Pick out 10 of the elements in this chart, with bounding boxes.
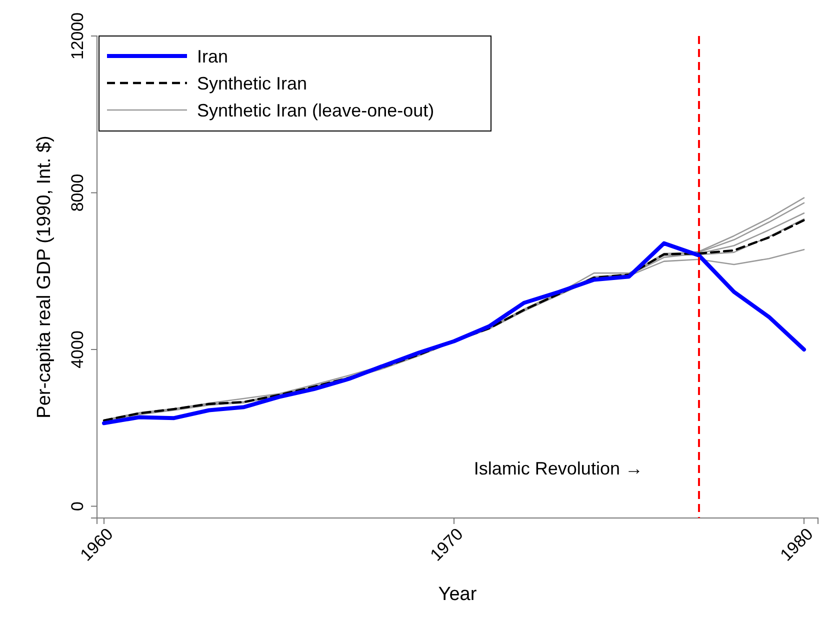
y-tick-label: 12000 xyxy=(68,12,87,60)
y-tick-label: 4000 xyxy=(68,330,87,368)
annotation: Islamic Revolution → xyxy=(474,458,643,478)
legend-label: Synthetic Iran xyxy=(197,73,308,94)
x-axis-title: Year xyxy=(438,584,478,605)
legend-label: Synthetic Iran (leave-one-out) xyxy=(197,100,434,120)
y-tick-label: 0 xyxy=(68,502,87,511)
y-tick-label: 8000 xyxy=(68,174,87,212)
legend-label: Iran xyxy=(197,46,228,66)
y-axis-title: Per-capita real GDP (1990, Int. $) xyxy=(34,136,55,418)
